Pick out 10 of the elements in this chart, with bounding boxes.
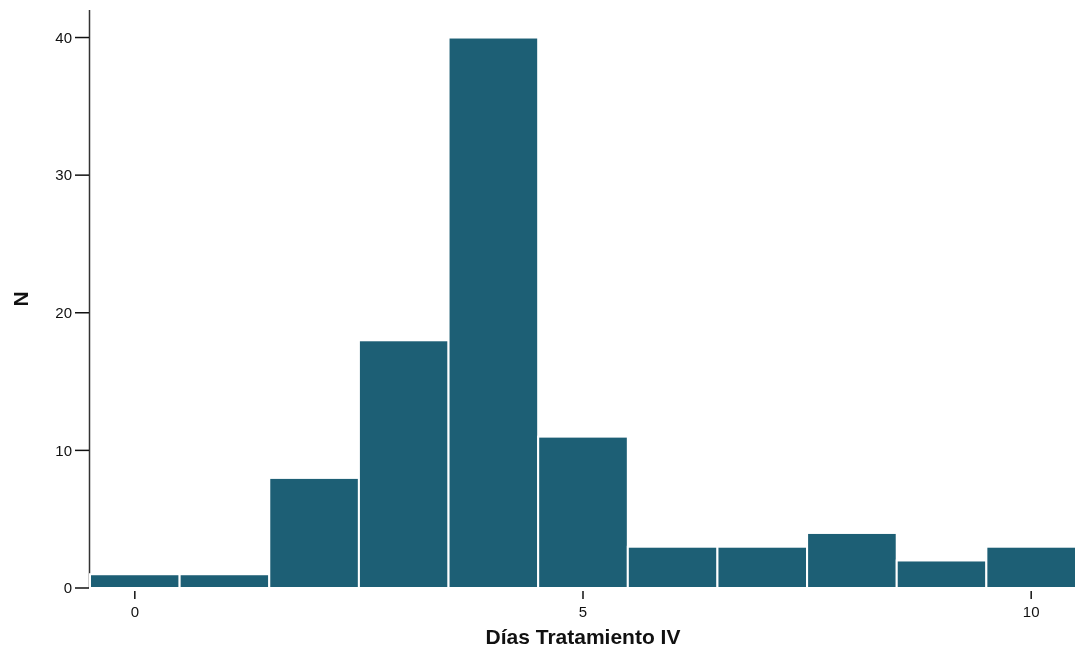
y-tick-label: 30 [55,166,72,184]
x-tick-label: 10 [1022,603,1040,620]
y-axis-title: N [9,291,32,307]
x-tick-label: 5 [578,603,588,620]
y-tick-label: 20 [55,304,72,322]
x-axis-title: Días Tratamiento IV [485,625,681,648]
y-tick-label: 0 [63,579,72,597]
y-tick-label: 40 [55,28,72,46]
x-tick-label: 0 [130,603,139,620]
y-tick-label: 10 [55,441,72,459]
